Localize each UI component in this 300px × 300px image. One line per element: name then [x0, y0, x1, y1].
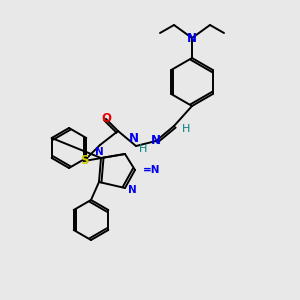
- Text: H: H: [182, 124, 190, 134]
- Text: O: O: [101, 112, 111, 124]
- Text: N: N: [128, 185, 136, 195]
- Text: =N: =N: [143, 165, 160, 175]
- Text: S: S: [80, 154, 88, 167]
- Text: N: N: [187, 32, 197, 44]
- Text: N: N: [94, 147, 103, 157]
- Text: N: N: [129, 131, 139, 145]
- Text: N: N: [151, 134, 161, 148]
- Text: H: H: [139, 144, 147, 154]
